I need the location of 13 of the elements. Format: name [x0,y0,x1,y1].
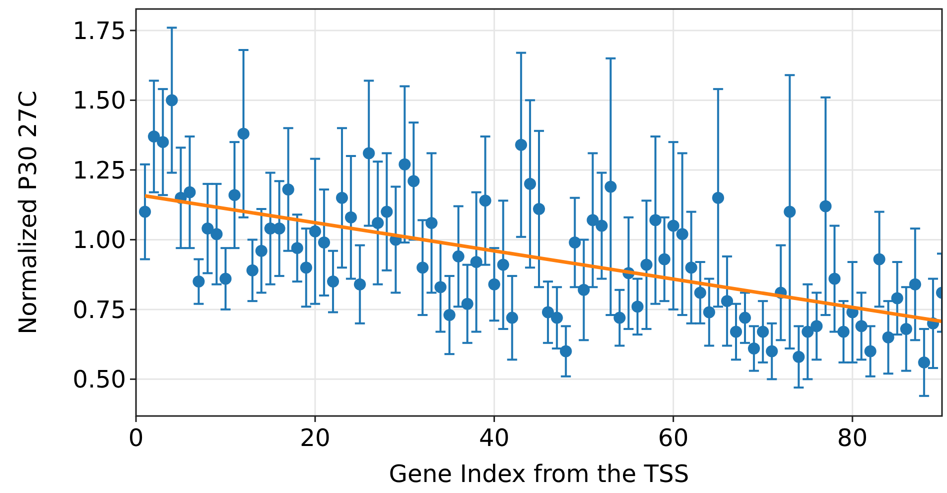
y-tick-label: 1.50 [72,86,126,115]
y-tick-label: 1.25 [72,156,126,184]
x-axis-title: Gene Index from the TSS [388,460,690,488]
y-axis-title: Normalized P30 27C [14,90,42,334]
x-tick-label: 80 [837,424,868,452]
y-tick-label: 1.00 [72,226,126,254]
y-tick-label: 0.50 [72,366,126,394]
x-tick-label: 40 [478,424,510,452]
x-tick-label: 20 [300,424,330,452]
x-tick-label: 60 [658,424,689,452]
y-tick-label: 0.75 [72,296,126,324]
y-tick-label: 1.75 [72,16,126,45]
x-tick-label: 0 [128,424,144,452]
